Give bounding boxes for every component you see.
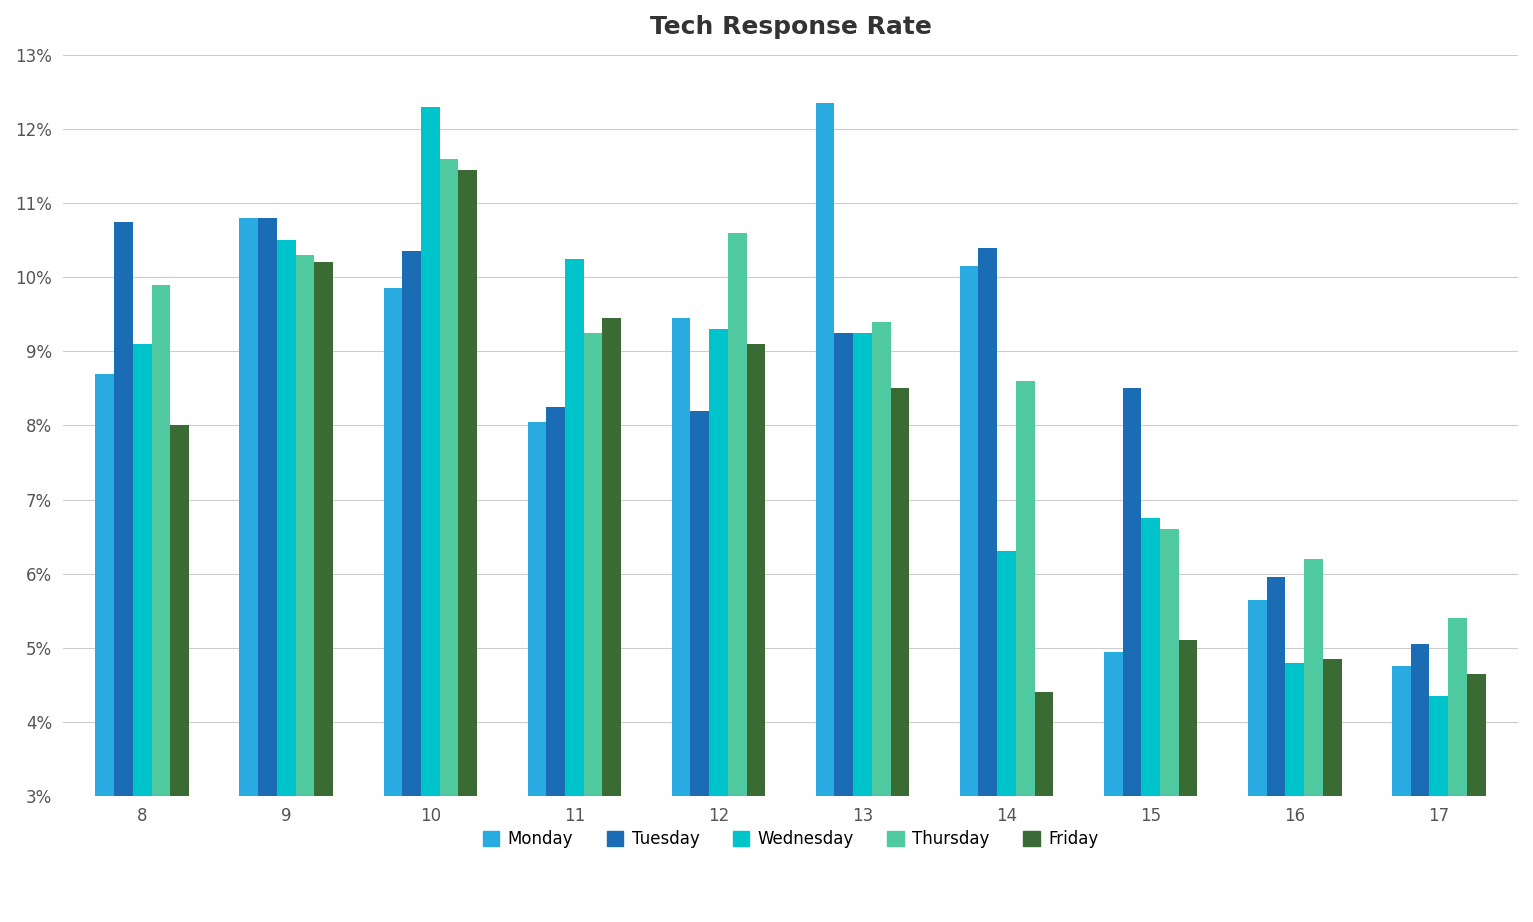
Bar	[422, 107, 440, 796]
Bar	[314, 263, 333, 796]
Bar	[258, 218, 277, 796]
Bar	[1179, 641, 1197, 796]
Bar	[1122, 388, 1141, 796]
Bar	[671, 318, 690, 796]
Bar	[546, 407, 566, 796]
Bar	[1141, 518, 1160, 796]
Bar	[1160, 529, 1179, 796]
Bar	[402, 252, 422, 796]
Bar	[152, 285, 170, 796]
Bar	[747, 344, 765, 796]
Bar	[383, 289, 402, 796]
Bar	[891, 388, 909, 796]
Bar	[1035, 692, 1053, 796]
Bar	[1016, 381, 1035, 796]
Legend: Monday, Tuesday, Wednesday, Thursday, Friday: Monday, Tuesday, Wednesday, Thursday, Fr…	[477, 823, 1105, 855]
Bar	[1305, 559, 1323, 796]
Bar	[133, 344, 152, 796]
Bar	[690, 410, 710, 796]
Bar	[1467, 674, 1485, 796]
Bar	[978, 248, 998, 796]
Bar	[728, 232, 747, 796]
Bar	[1410, 644, 1429, 796]
Bar	[710, 329, 728, 796]
Bar	[170, 425, 189, 796]
Bar	[998, 551, 1016, 796]
Bar	[834, 333, 854, 796]
Bar	[1323, 659, 1341, 796]
Bar	[1266, 577, 1285, 796]
Title: Tech Response Rate: Tech Response Rate	[650, 15, 932, 39]
Bar	[1248, 599, 1266, 796]
Bar	[1104, 652, 1122, 796]
Bar	[527, 421, 546, 796]
Bar	[239, 218, 258, 796]
Bar	[960, 266, 978, 796]
Bar	[584, 333, 602, 796]
Bar	[95, 373, 113, 796]
Bar	[1449, 619, 1467, 796]
Bar	[602, 318, 621, 796]
Bar	[296, 255, 314, 796]
Bar	[277, 240, 296, 796]
Bar	[854, 333, 872, 796]
Bar	[1429, 696, 1449, 796]
Bar	[113, 221, 133, 796]
Bar	[566, 259, 584, 796]
Bar	[1285, 663, 1305, 796]
Bar	[458, 170, 477, 796]
Bar	[816, 103, 834, 796]
Bar	[872, 322, 891, 796]
Bar	[440, 159, 458, 796]
Bar	[1392, 667, 1410, 796]
